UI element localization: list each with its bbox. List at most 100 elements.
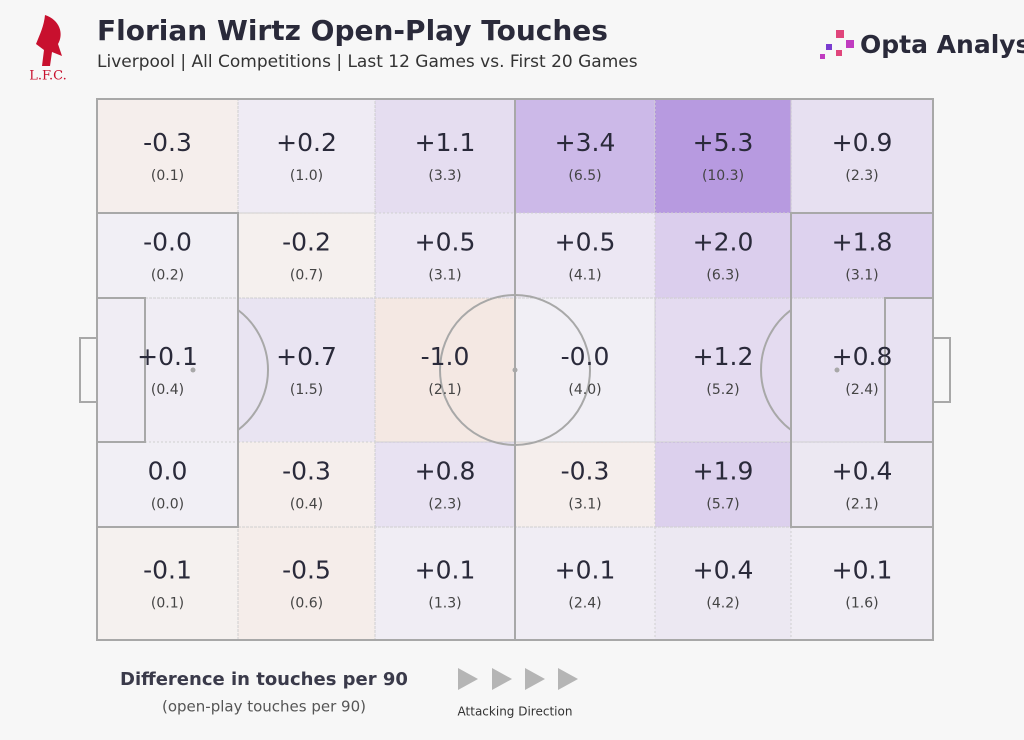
difference-label: +0.8 bbox=[415, 457, 476, 486]
club-crest bbox=[36, 15, 62, 66]
touches-label: (2.1) bbox=[428, 382, 461, 398]
touches-label: (1.0) bbox=[290, 168, 323, 184]
touches-label: (3.1) bbox=[568, 497, 601, 513]
cell bbox=[790, 98, 934, 214]
difference-label: -0.2 bbox=[282, 228, 331, 257]
touches-label: (0.6) bbox=[290, 596, 323, 612]
touches-label: (0.2) bbox=[151, 268, 184, 284]
cell bbox=[96, 297, 239, 443]
difference-label: +3.4 bbox=[555, 128, 616, 157]
pitch-lines bbox=[79, 98, 951, 641]
touches-label: (6.5) bbox=[568, 168, 601, 184]
touches-label: (3.1) bbox=[845, 268, 878, 284]
difference-label: +0.5 bbox=[555, 228, 616, 257]
cell bbox=[514, 526, 656, 641]
difference-label: +5.3 bbox=[693, 128, 754, 157]
difference-label: +1.2 bbox=[693, 342, 754, 371]
touches-label: (2.4) bbox=[845, 382, 878, 398]
touches-label: (0.1) bbox=[151, 168, 184, 184]
difference-label: -0.3 bbox=[561, 457, 610, 486]
brand-name: Opta Analyst bbox=[860, 30, 1024, 59]
direction-label: Attacking Direction bbox=[458, 705, 573, 719]
touches-label: (1.3) bbox=[428, 596, 461, 612]
difference-label: +0.1 bbox=[137, 342, 198, 371]
club-name: L.F.C. bbox=[29, 69, 67, 84]
difference-label: +0.1 bbox=[832, 556, 893, 585]
cell bbox=[237, 212, 376, 299]
cell bbox=[514, 212, 656, 299]
cell bbox=[237, 441, 376, 528]
difference-label: +0.4 bbox=[693, 556, 754, 585]
cell bbox=[374, 212, 516, 299]
difference-label: +2.0 bbox=[693, 228, 754, 257]
cell bbox=[96, 526, 239, 641]
touches-label: (4.2) bbox=[706, 596, 739, 612]
difference-label: +0.4 bbox=[832, 457, 893, 486]
cell bbox=[654, 297, 792, 443]
cell bbox=[96, 441, 239, 528]
cell bbox=[374, 297, 516, 443]
difference-label: -0.5 bbox=[282, 556, 331, 585]
difference-label: +0.9 bbox=[832, 128, 893, 157]
cell bbox=[654, 212, 792, 299]
touches-label: (2.3) bbox=[428, 497, 461, 513]
cell bbox=[790, 441, 934, 528]
heatmap bbox=[96, 98, 934, 641]
cell bbox=[790, 526, 934, 641]
difference-label: +1.9 bbox=[693, 457, 754, 486]
touches-label: (10.3) bbox=[702, 168, 744, 184]
touches-label: (3.3) bbox=[428, 168, 461, 184]
touches-label: (5.2) bbox=[706, 382, 739, 398]
difference-label: +0.5 bbox=[415, 228, 476, 257]
chart-subtitle: Liverpool | All Competitions | Last 12 G… bbox=[97, 52, 638, 72]
touches-label: (0.7) bbox=[290, 268, 323, 284]
cell bbox=[96, 212, 239, 299]
difference-label: -0.1 bbox=[143, 556, 192, 585]
difference-label: +1.1 bbox=[415, 128, 476, 157]
cell bbox=[514, 441, 656, 528]
touches-label: (4.1) bbox=[568, 268, 601, 284]
cell bbox=[654, 526, 792, 641]
touches-label: (2.1) bbox=[845, 497, 878, 513]
difference-label: +0.2 bbox=[276, 128, 337, 157]
touches-label: (2.4) bbox=[568, 596, 601, 612]
touches-label: (0.0) bbox=[151, 497, 184, 513]
cell bbox=[654, 98, 792, 214]
cell bbox=[374, 441, 516, 528]
difference-label: +0.1 bbox=[415, 556, 476, 585]
cell bbox=[790, 212, 934, 299]
touches-label: (6.3) bbox=[706, 268, 739, 284]
touches-label: (1.6) bbox=[845, 596, 878, 612]
touches-label: (5.7) bbox=[706, 497, 739, 513]
cell bbox=[237, 297, 376, 443]
cell bbox=[654, 441, 792, 528]
difference-label: +0.8 bbox=[832, 342, 893, 371]
chart-title: Florian Wirtz Open-Play Touches bbox=[97, 14, 608, 47]
touches-label: (4.0) bbox=[568, 382, 601, 398]
cell bbox=[514, 297, 656, 443]
legend-title: Difference in touches per 90 bbox=[120, 669, 408, 690]
difference-label: +0.7 bbox=[276, 342, 337, 371]
cell-labels: -0.3 (0.1) +0.2 (1.0) +1.1 (3.3) +3.4 (6.5) +5.3… bbox=[137, 128, 892, 612]
touches-label: (2.3) bbox=[845, 168, 878, 184]
cell bbox=[374, 526, 516, 641]
cell bbox=[96, 98, 239, 214]
difference-label: +1.8 bbox=[832, 228, 893, 257]
legend-subtitle: (open-play touches per 90) bbox=[162, 698, 366, 716]
difference-label: 0.0 bbox=[148, 457, 188, 486]
difference-label: -0.3 bbox=[282, 457, 331, 486]
cell bbox=[237, 526, 376, 641]
direction-arrows bbox=[458, 668, 578, 690]
touches-label: (3.1) bbox=[428, 268, 461, 284]
difference-label: +0.1 bbox=[555, 556, 616, 585]
touches-label: (0.4) bbox=[151, 382, 184, 398]
brand-logo bbox=[820, 30, 854, 59]
difference-label: -0.0 bbox=[143, 228, 192, 257]
touches-label: (0.1) bbox=[151, 596, 184, 612]
difference-label: -0.0 bbox=[561, 342, 610, 371]
touches-label: (1.5) bbox=[290, 382, 323, 398]
difference-label: -0.3 bbox=[143, 128, 192, 157]
difference-label: -1.0 bbox=[421, 342, 470, 371]
